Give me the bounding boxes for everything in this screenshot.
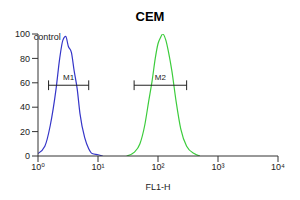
svg-text:FL1-H: FL1-H: [145, 182, 170, 192]
svg-text:40: 40: [20, 102, 30, 112]
svg-text:control: control: [34, 32, 61, 42]
svg-text:0: 0: [25, 151, 30, 161]
html-text:CEM: CEM: [135, 9, 165, 24]
svg-text:M2: M2: [155, 73, 167, 82]
svg-text:10²: 10²: [151, 162, 164, 172]
svg-text:20: 20: [20, 127, 30, 137]
svg-text:100: 100: [15, 29, 30, 39]
svg-text:60: 60: [20, 78, 30, 88]
svg-text:80: 80: [20, 54, 30, 64]
svg-text:M1: M1: [63, 73, 75, 82]
svg-text:10⁴: 10⁴: [271, 162, 285, 172]
svg-text:10⁰: 10⁰: [31, 162, 45, 172]
svg-text:10³: 10³: [211, 162, 224, 172]
svg-text:10¹: 10¹: [91, 162, 104, 172]
